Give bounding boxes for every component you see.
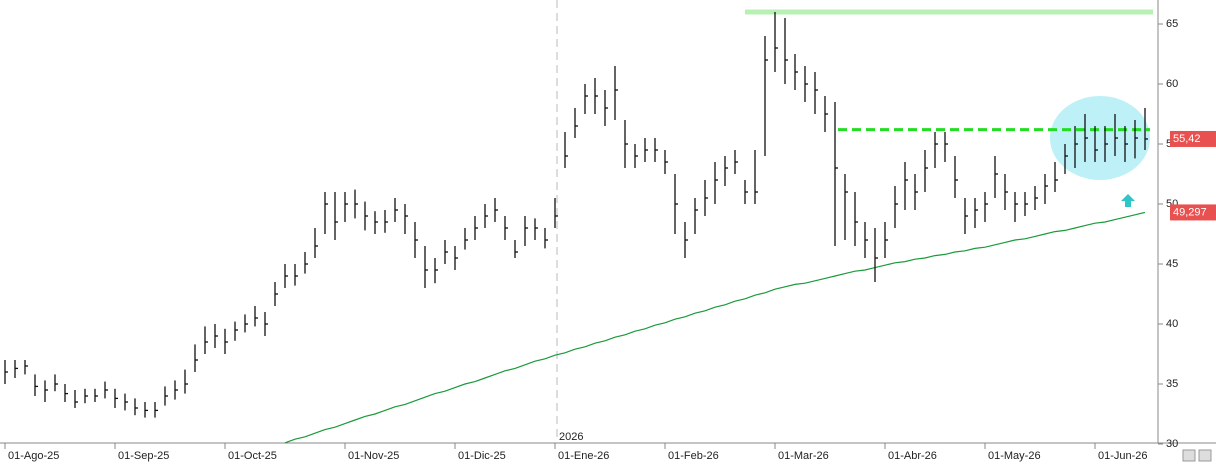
x-tick-label: 01-Ene-26 <box>558 450 609 462</box>
x-tick-label: 01-Oct-25 <box>228 450 277 462</box>
x-tick-label: 01-Mar-26 <box>778 450 829 462</box>
x-tick-label: 01-Feb-26 <box>668 450 719 462</box>
y-tick-label: 30 <box>1166 438 1178 450</box>
x-tick-label: 01-Abr-26 <box>888 450 937 462</box>
price-marker-label: 49,297 <box>1173 206 1207 218</box>
x-tick-label: 01-Sep-25 <box>118 450 169 462</box>
x-tick-label: 01-Ago-25 <box>8 450 59 462</box>
year-label: 2026 <box>559 431 583 443</box>
x-tick-label: 01-Nov-25 <box>348 450 399 462</box>
price-marker-label: 55,42 <box>1173 133 1201 145</box>
toolbar-icon[interactable] <box>1198 449 1212 462</box>
x-tick-label: 01-Dic-25 <box>458 450 506 462</box>
x-tick-label: 01-Jun-26 <box>1098 450 1148 462</box>
price-marker <box>1170 130 1216 147</box>
y-tick-label: 60 <box>1166 78 1178 90</box>
moving-average-line <box>284 211 1146 444</box>
price-marker <box>1170 204 1216 221</box>
x-tick-label: 01-May-26 <box>988 450 1041 462</box>
y-tick-label: 35 <box>1166 378 1178 390</box>
y-tick-label: 65 <box>1166 18 1178 30</box>
up-arrow <box>1121 194 1135 207</box>
y-tick-label: 45 <box>1166 258 1178 270</box>
toolbar-icon[interactable] <box>1182 449 1196 462</box>
y-tick-label: 40 <box>1166 318 1178 330</box>
